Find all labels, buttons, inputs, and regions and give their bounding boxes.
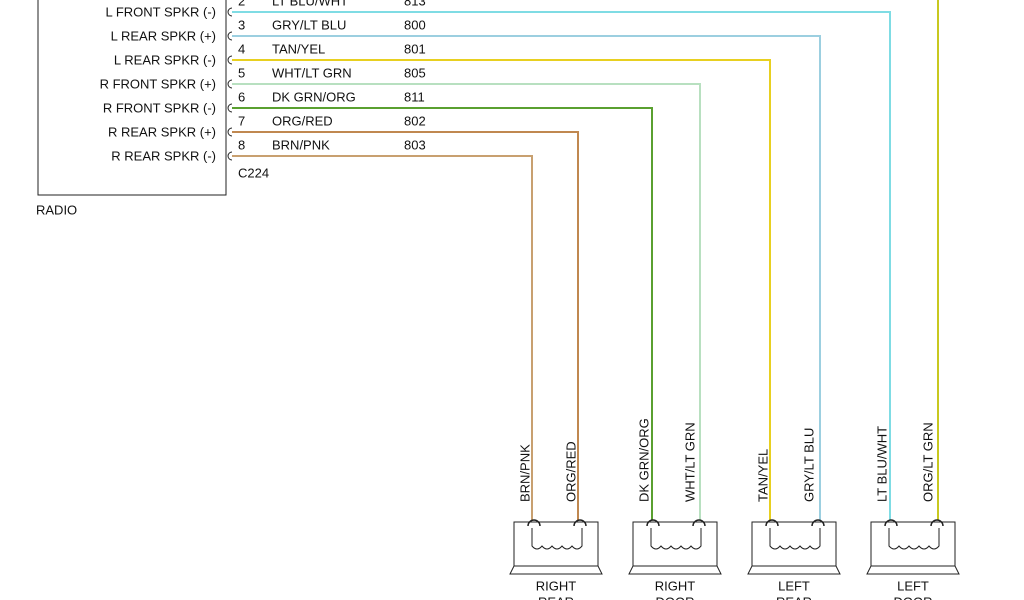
wire (232, 155, 533, 520)
pin-hook (227, 103, 233, 113)
wire-label: GRY/LT BLU (801, 428, 816, 502)
wire (232, 131, 579, 520)
pin-function: R FRONT SPKR (+) (100, 76, 216, 91)
circuit-number: 802 (404, 113, 426, 128)
speaker-box (870, 521, 956, 567)
terminal (646, 519, 660, 527)
wire-label: BRN/PNK (517, 444, 532, 502)
pin-number: 8 (238, 137, 245, 152)
pin-hook (227, 127, 233, 137)
pin-function: R FRONT SPKR (-) (103, 100, 216, 115)
speaker-name: REAR (776, 594, 812, 600)
wire (232, 35, 821, 520)
circuit-number: 805 (404, 65, 426, 80)
circuit-number: 800 (404, 17, 426, 32)
wire (232, 107, 653, 520)
terminal (527, 519, 541, 527)
pin-hook (227, 31, 233, 41)
pin-function: L REAR SPKR (+) (111, 28, 216, 43)
radio-label: RADIO (36, 202, 77, 217)
speaker-name: LEFT (897, 578, 929, 593)
pin-number: 4 (238, 41, 245, 56)
speaker-box (751, 521, 837, 567)
speaker-coil (531, 528, 583, 550)
speaker-box (513, 521, 599, 567)
speaker-name: DOOR (894, 594, 933, 600)
connector-label: C224 (238, 165, 269, 180)
speaker-cone (747, 565, 841, 575)
wire-label: ORG/RED (563, 441, 578, 502)
terminal (765, 519, 779, 527)
speaker-coil (888, 528, 940, 550)
wire-label: LT BLU/WHT (874, 426, 889, 502)
wire (232, 11, 891, 520)
wire-color: WHT/LT GRN (272, 65, 352, 80)
wire-color: TAN/YEL (272, 41, 325, 56)
circuit-number: 811 (404, 89, 425, 104)
wire-color: BRN/PNK (272, 137, 330, 152)
pin-number: 5 (238, 65, 245, 80)
pin-hook (227, 55, 233, 65)
circuit-number: 801 (404, 41, 426, 56)
speaker-cone (866, 565, 960, 575)
speaker-name: RIGHT (536, 578, 577, 593)
pin-number: 7 (238, 113, 245, 128)
speaker-name: REAR (538, 594, 574, 600)
speaker-box (632, 521, 718, 567)
speaker-name: RIGHT (655, 578, 696, 593)
terminal (930, 519, 944, 527)
wire-color: LT BLU/WHT (272, 0, 348, 8)
speaker-coil (769, 528, 821, 550)
radio-box (37, 0, 227, 196)
wire-color: DK GRN/ORG (272, 89, 356, 104)
wire (232, 59, 771, 520)
terminal (573, 519, 587, 527)
terminal (884, 519, 898, 527)
pin-function: L REAR SPKR (-) (114, 52, 216, 67)
terminal (811, 519, 825, 527)
circuit-number: 803 (404, 137, 426, 152)
pin-number: 3 (238, 17, 245, 32)
pin-function: R REAR SPKR (-) (111, 148, 216, 163)
wire-label: ORG/LT GRN (920, 422, 935, 502)
pin-number: 6 (238, 89, 245, 104)
pin-function: L FRONT SPKR (-) (105, 4, 216, 19)
circuit-number: 813 (404, 0, 426, 8)
pin-hook (227, 79, 233, 89)
speaker-cone (509, 565, 603, 575)
wire-label: TAN/YEL (755, 449, 770, 502)
speaker-cone (628, 565, 722, 575)
speaker-coil (650, 528, 702, 550)
pin-number: 2 (238, 0, 245, 8)
speaker-name: LEFT (778, 578, 810, 593)
terminal (692, 519, 706, 527)
pin-hook (227, 151, 233, 161)
pin-function: R REAR SPKR (+) (108, 124, 216, 139)
wire-color: GRY/LT BLU (272, 17, 346, 32)
wire (232, 83, 701, 520)
speaker-name: DOOR (656, 594, 695, 600)
pin-hook (227, 7, 233, 17)
wire-label: DK GRN/ORG (636, 418, 651, 502)
wire-label: WHT/LT GRN (682, 422, 697, 502)
wire-color: ORG/RED (272, 113, 333, 128)
